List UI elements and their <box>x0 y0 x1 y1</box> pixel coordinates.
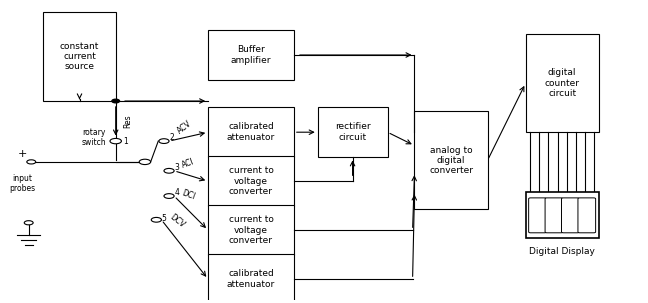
Text: +: + <box>17 149 27 159</box>
Circle shape <box>139 159 150 165</box>
Circle shape <box>24 221 33 225</box>
Bar <box>415 112 487 209</box>
Bar <box>318 107 388 158</box>
Text: DCV: DCV <box>168 212 186 229</box>
Text: 5: 5 <box>161 214 167 223</box>
Bar <box>208 156 294 206</box>
Bar <box>208 205 294 255</box>
Text: 3: 3 <box>174 163 179 172</box>
Circle shape <box>27 160 36 164</box>
Circle shape <box>110 138 121 144</box>
Circle shape <box>164 168 174 173</box>
Circle shape <box>112 99 119 103</box>
Text: current to
voltage
converter: current to voltage converter <box>229 215 273 245</box>
Bar <box>208 30 294 80</box>
Text: Digital Display: Digital Display <box>529 247 595 256</box>
Bar <box>526 192 599 238</box>
FancyBboxPatch shape <box>562 198 579 233</box>
Bar <box>208 254 294 303</box>
FancyBboxPatch shape <box>529 198 546 233</box>
Text: rotary
switch: rotary switch <box>82 128 106 147</box>
Circle shape <box>164 194 174 198</box>
Text: 1: 1 <box>123 137 128 146</box>
Bar <box>208 107 294 158</box>
FancyBboxPatch shape <box>578 198 596 233</box>
Text: ACI: ACI <box>181 157 196 170</box>
Text: input
probes: input probes <box>9 174 36 193</box>
Text: 4: 4 <box>174 188 179 197</box>
FancyBboxPatch shape <box>545 198 562 233</box>
Text: current to
voltage
converter: current to voltage converter <box>229 166 273 196</box>
Circle shape <box>159 139 169 144</box>
Text: digital
counter
circuit: digital counter circuit <box>544 68 580 98</box>
Bar <box>43 12 116 101</box>
Text: analog to
digital
converter: analog to digital converter <box>429 145 473 175</box>
Circle shape <box>151 218 161 222</box>
Text: rectifier
circuit: rectifier circuit <box>335 122 371 142</box>
Text: ACV: ACV <box>176 119 193 136</box>
Text: constant
current
source: constant current source <box>60 42 99 72</box>
Text: Res: Res <box>123 114 132 128</box>
Text: DCI: DCI <box>181 188 196 201</box>
Text: calibrated
attenuator: calibrated attenuator <box>227 122 275 142</box>
Bar <box>526 34 599 132</box>
Text: Buffer
amplifier: Buffer amplifier <box>231 45 272 65</box>
Text: 2: 2 <box>169 133 174 142</box>
Text: calibrated
attenuator: calibrated attenuator <box>227 269 275 289</box>
